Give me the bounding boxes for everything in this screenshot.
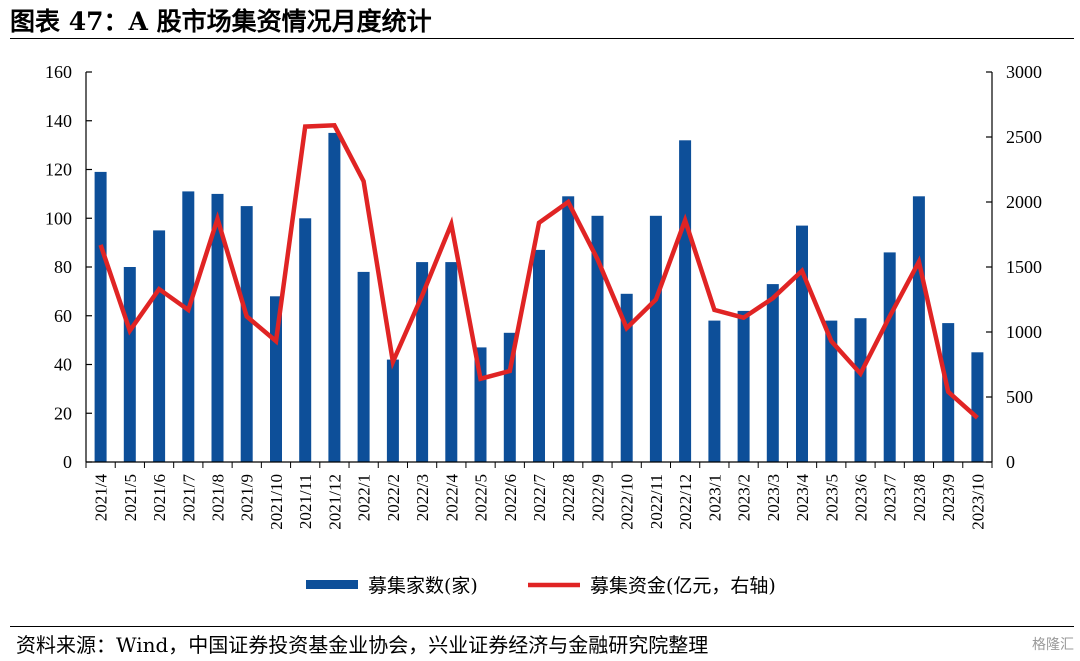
line-series	[98, 122, 979, 420]
right-tick-label: 1000	[1006, 322, 1042, 342]
x-tick-label: 2023/2	[735, 474, 754, 521]
x-tick-label: 2023/10	[968, 474, 987, 530]
bar	[591, 215, 604, 462]
bar	[649, 215, 662, 462]
left-tick-label: 140	[45, 111, 72, 131]
bar	[854, 318, 867, 462]
right-tick-label: 1500	[1006, 257, 1042, 277]
bar-series	[94, 132, 984, 463]
right-tick-label: 3000	[1006, 62, 1042, 82]
x-tick-label: 2023/9	[939, 474, 958, 521]
bar	[825, 320, 838, 462]
bar	[328, 132, 341, 462]
left-tick-label: 0	[63, 452, 72, 472]
bar	[620, 293, 633, 462]
bar	[386, 359, 399, 462]
bar	[240, 206, 253, 462]
chart: 0 20 40 60 80 100 120 140 160 0 500 1000 1500 2000 250…	[45, 62, 1042, 597]
x-tick-label: 2021/7	[179, 474, 198, 522]
right-tick-label: 500	[1006, 387, 1033, 407]
bar	[153, 230, 166, 462]
bar	[94, 171, 107, 462]
bar	[912, 196, 925, 463]
chart-title: 图表 47：A 股市场集资情况月度统计	[10, 7, 432, 36]
x-tick-label: 2023/5	[822, 474, 841, 521]
bar	[971, 352, 984, 462]
bar	[123, 267, 136, 462]
x-tick-label: 2023/3	[764, 474, 783, 521]
legend-line-label: 募集资金(亿元，右轴)	[590, 575, 776, 597]
x-tick-label: 2022/6	[501, 474, 520, 521]
left-tick-label: 60	[54, 306, 72, 326]
right-tick-label: 2500	[1006, 127, 1042, 147]
left-tick-label: 120	[45, 160, 72, 180]
x-tick-label: 2022/5	[472, 474, 491, 521]
x-tick-labels: 2021/4 2021/5 2021/6 2021/7 2021/8 2021/9 2021…	[92, 474, 988, 530]
bar	[299, 218, 312, 463]
x-tick-label: 2023/8	[910, 474, 929, 521]
right-tick-label: 2000	[1006, 192, 1042, 212]
left-tick-label: 40	[54, 355, 72, 375]
x-tick-label: 2023/4	[793, 474, 812, 522]
x-tick-label: 2023/6	[851, 474, 870, 521]
x-tick-label: 2022/8	[559, 474, 578, 521]
x-tick-label: 2023/1	[705, 474, 724, 521]
x-tick-label: 2021/4	[92, 474, 111, 522]
x-tick-label: 2021/12	[325, 474, 344, 530]
bar	[533, 249, 545, 462]
bar	[182, 191, 195, 462]
x-tick-label: 2022/12	[676, 474, 695, 530]
left-tick-label: 20	[54, 403, 72, 423]
x-tick-label: 2022/1	[355, 474, 374, 521]
bar	[708, 320, 721, 462]
bar	[679, 140, 692, 463]
x-tick-label: 2021/6	[150, 474, 169, 521]
bar	[796, 225, 808, 462]
bar	[562, 196, 575, 463]
legend-bar-swatch	[306, 580, 358, 589]
x-tick-label: 2022/4	[442, 474, 461, 522]
bar	[766, 284, 779, 462]
x-tick-label: 2022/10	[618, 474, 637, 530]
bar	[416, 262, 429, 462]
bar	[211, 193, 224, 462]
x-tick-label: 2022/7	[530, 474, 549, 522]
bar	[445, 262, 458, 462]
x-tick-label: 2022/2	[384, 474, 403, 521]
x-tick-label: 2022/3	[413, 474, 432, 521]
legend: 募集家数(家) 募集资金(亿元，右轴)	[306, 575, 776, 597]
left-tick-label: 160	[45, 62, 72, 82]
watermark: 格隆汇	[1032, 637, 1074, 653]
x-tick-label: 2023/7	[881, 474, 900, 522]
x-tick-label: 2021/10	[267, 474, 286, 530]
x-tick-label: 2021/9	[238, 474, 257, 521]
left-tick-label: 100	[45, 208, 72, 228]
x-tick-label: 2021/5	[121, 474, 140, 521]
x-tick-label: 2021/11	[296, 474, 315, 529]
x-tick-label: 2021/8	[209, 474, 228, 521]
bar	[737, 310, 750, 462]
bar	[883, 252, 896, 462]
x-tick-label: 2022/11	[647, 474, 666, 529]
left-tick-label: 80	[54, 257, 72, 277]
axes: 0 20 40 60 80 100 120 140 160 0 500 1000 1500 2000 250…	[45, 62, 1042, 472]
line-series-path	[98, 122, 979, 420]
source-note: 资料来源：Wind，中国证券投资基金业协会，兴业证券经济与金融研究院整理	[16, 633, 709, 657]
x-tick-label: 2022/9	[588, 474, 607, 521]
right-tick-label: 0	[1006, 452, 1015, 472]
legend-bar-label: 募集家数(家)	[368, 575, 478, 597]
bar	[357, 271, 370, 462]
title-divider	[10, 38, 1074, 39]
source-divider	[10, 626, 1074, 627]
